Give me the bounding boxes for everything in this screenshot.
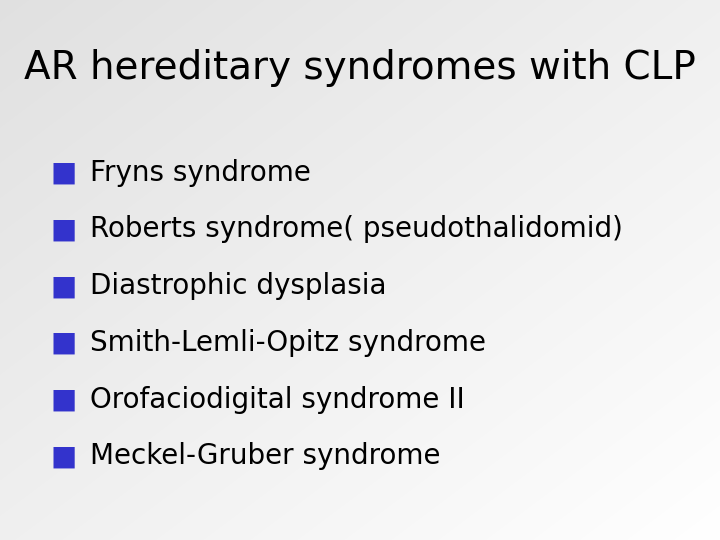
Text: Smith-Lemli-Opitz syndrome: Smith-Lemli-Opitz syndrome (90, 329, 486, 357)
Text: ■: ■ (50, 215, 76, 244)
Text: ■: ■ (50, 329, 76, 357)
Text: ■: ■ (50, 386, 76, 414)
Text: AR hereditary syndromes with CLP: AR hereditary syndromes with CLP (24, 49, 696, 86)
Text: ■: ■ (50, 442, 76, 470)
Text: Fryns syndrome: Fryns syndrome (90, 159, 311, 187)
Text: Diastrophic dysplasia: Diastrophic dysplasia (90, 272, 387, 300)
Text: Roberts syndrome( pseudothalidomid): Roberts syndrome( pseudothalidomid) (90, 215, 623, 244)
Text: ■: ■ (50, 272, 76, 300)
Text: Meckel-Gruber syndrome: Meckel-Gruber syndrome (90, 442, 441, 470)
Text: ■: ■ (50, 159, 76, 187)
Text: Orofaciodigital syndrome II: Orofaciodigital syndrome II (90, 386, 464, 414)
